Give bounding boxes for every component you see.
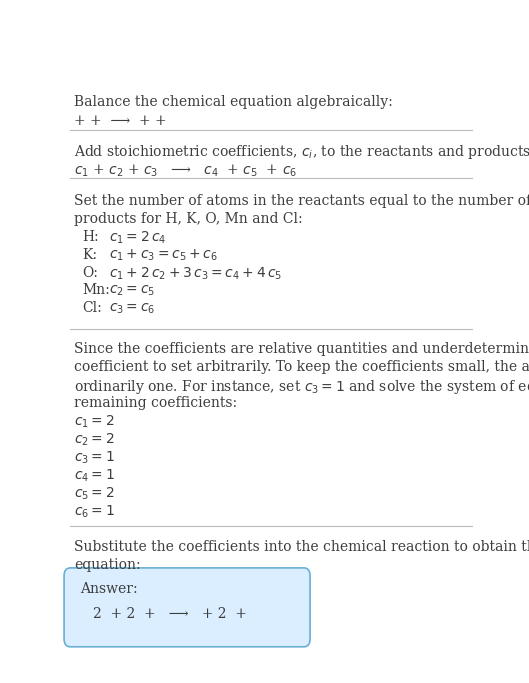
Text: $c_1 + c_3 = c_5 + c_6$: $c_1 + c_3 = c_5 + c_6$ [109,248,218,263]
Text: $c_3 = 1$: $c_3 = 1$ [74,449,115,466]
Text: equation:: equation: [74,558,141,572]
Text: 2  + 2  +   ⟶   + 2  +: 2 + 2 + ⟶ + 2 + [93,607,251,622]
Text: remaining coefficients:: remaining coefficients: [74,396,238,410]
Text: $c_1 = 2\,c_4$: $c_1 = 2\,c_4$ [109,229,167,246]
Text: $c_5 = 2$: $c_5 = 2$ [74,486,115,502]
Text: $c_3 = c_6$: $c_3 = c_6$ [109,301,156,316]
Text: Since the coefficients are relative quantities and underdetermined, choose a: Since the coefficients are relative quan… [74,342,529,357]
Text: Add stoichiometric coefficients, $c_i$, to the reactants and products:: Add stoichiometric coefficients, $c_i$, … [74,143,529,161]
Text: $c_1 + 2\,c_2 + 3\,c_3 = c_4 + 4\,c_5$: $c_1 + 2\,c_2 + 3\,c_3 = c_4 + 4\,c_5$ [109,266,282,282]
Text: $c_1 = 2$: $c_1 = 2$ [74,414,115,430]
Text: $c_6 = 1$: $c_6 = 1$ [74,503,115,520]
Text: K:: K: [83,248,97,262]
Text: Balance the chemical equation algebraically:: Balance the chemical equation algebraica… [74,95,393,109]
Text: Substitute the coefficients into the chemical reaction to obtain the balanced: Substitute the coefficients into the che… [74,540,529,554]
Text: + +  ⟶  + +: + + ⟶ + + [74,114,167,128]
Text: Answer:: Answer: [80,582,138,596]
Text: Set the number of atoms in the reactants equal to the number of atoms in the: Set the number of atoms in the reactants… [74,194,529,208]
Text: ordinarily one. For instance, set $c_3 = 1$ and solve the system of equations fo: ordinarily one. For instance, set $c_3 =… [74,378,529,396]
Text: H:: H: [83,229,99,244]
Text: $c_4 = 1$: $c_4 = 1$ [74,467,115,484]
Text: $c_2 = c_5$: $c_2 = c_5$ [109,283,156,298]
Text: $c_2 = 2$: $c_2 = 2$ [74,432,115,448]
Text: coefficient to set arbitrarily. To keep the coefficients small, the arbitrary va: coefficient to set arbitrarily. To keep … [74,360,529,374]
Text: $c_1$ + $c_2$ + $c_3$   ⟶   $c_4$  + $c_5$  + $c_6$: $c_1$ + $c_2$ + $c_3$ ⟶ $c_4$ + $c_5$ + … [74,163,297,179]
Text: O:: O: [83,266,98,279]
Text: products for H, K, O, Mn and Cl:: products for H, K, O, Mn and Cl: [74,212,303,226]
Text: Mn:: Mn: [83,283,110,297]
FancyBboxPatch shape [64,568,310,647]
Text: Cl:: Cl: [83,301,102,316]
